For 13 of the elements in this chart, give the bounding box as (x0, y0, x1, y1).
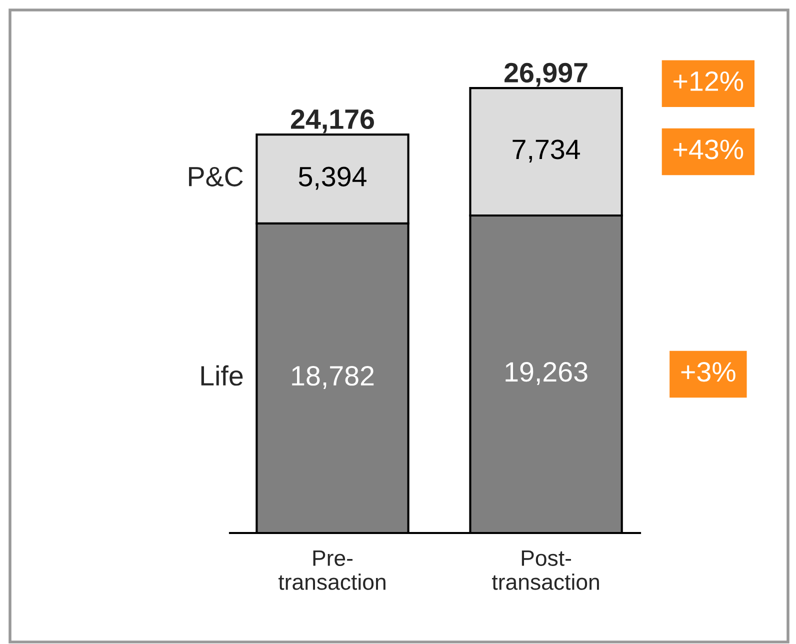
total-label: 24,176 (290, 109, 374, 134)
total-label: 26,997 (504, 62, 588, 87)
x-tick-label: Pre- transaction (278, 550, 386, 590)
data-label: 7,734 (512, 140, 580, 163)
data-label: 19,263 (506, 362, 588, 385)
x-tick-label: Post- transaction (492, 550, 599, 590)
text: +3% (681, 362, 736, 382)
series-label: P&C (189, 166, 243, 186)
text: +43% (674, 140, 744, 160)
data-label: 5,394 (298, 166, 366, 190)
series-label: Life (201, 365, 243, 386)
text: +12% (674, 71, 744, 91)
data-label: 18,782 (292, 366, 374, 389)
